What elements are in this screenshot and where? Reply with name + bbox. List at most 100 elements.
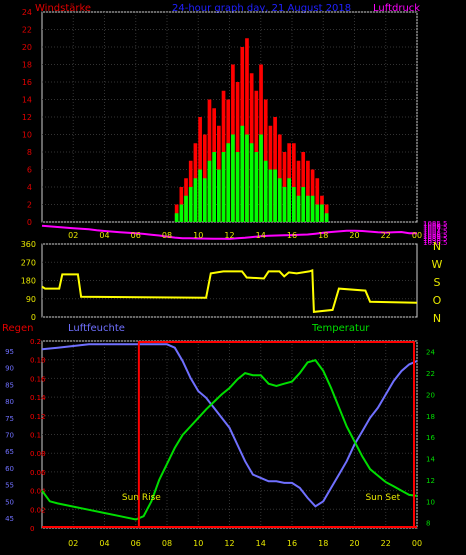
temperature-axis-title: Temperatur xyxy=(311,323,370,334)
humidity-tick-label: 55 xyxy=(5,482,14,490)
direction-tick-label: 360 xyxy=(21,240,36,249)
temperature-tick-label: 18 xyxy=(426,413,435,421)
gust-bar xyxy=(315,178,320,222)
humidity-tick-label: 65 xyxy=(5,448,14,456)
wind-bar xyxy=(320,204,324,222)
wind-bar xyxy=(301,187,306,222)
rain-tick-label: 0.1 xyxy=(30,432,41,440)
wind-tick-label: 24 xyxy=(22,8,32,17)
wind-bar xyxy=(235,152,240,222)
rain-tick-label: 0.08 xyxy=(30,450,46,458)
rain-tick-label: 0.2 xyxy=(30,338,41,346)
x-tick-label: 04 xyxy=(99,231,109,240)
wind-tick-label: 6 xyxy=(27,166,32,175)
pressure-line xyxy=(41,224,418,240)
wind-bar xyxy=(174,213,179,222)
compass-label: O xyxy=(433,294,442,307)
x-tick-label: 18 xyxy=(318,231,328,240)
wind-bar xyxy=(277,178,282,222)
wind-bar xyxy=(221,152,226,222)
gust-bar xyxy=(245,38,249,222)
temperature-axis-ticks: 8 10 12 14 16 18 20 22 24 xyxy=(426,349,435,528)
x-tick-label: 08 xyxy=(162,539,172,548)
wind-bar xyxy=(263,160,268,222)
pressure-axis-ticks: 1085.510861086.510871087.510881088.51089… xyxy=(423,220,448,247)
x-tick-label: 18 xyxy=(318,539,328,548)
temperature-tick-label: 14 xyxy=(426,456,435,464)
temperature-tick-label: 12 xyxy=(426,477,435,485)
wind-bar xyxy=(184,195,188,222)
x-tick-label: 22 xyxy=(381,539,391,548)
wind-bar xyxy=(268,169,273,222)
pressure-axis-title: Luftdruck xyxy=(373,3,420,14)
wind-bar xyxy=(273,169,277,222)
pressure-tick-label: 1086 xyxy=(423,222,441,230)
wind-tick-label: 20 xyxy=(22,43,32,52)
direction-tick-label: 0 xyxy=(31,313,36,322)
wind-tick-label: 0 xyxy=(27,218,32,227)
wind-bar xyxy=(254,152,259,222)
rain-axis-ticks: 0 0.02 0.04 0.06 0.08 0.1 0.12 0.14 0.16 0.18 0.2 xyxy=(30,338,46,533)
x-tick-label: 16 xyxy=(287,539,297,548)
humidity-line xyxy=(41,343,418,508)
wind-bar xyxy=(179,204,184,222)
temperature-tick-label: 20 xyxy=(426,391,435,399)
wind-bar xyxy=(188,187,193,222)
compass-label: N xyxy=(433,240,441,253)
wind-bar xyxy=(310,195,315,222)
humidity-axis-ticks: 45 50 55 60 65 70 75 80 85 90 95 xyxy=(5,348,14,523)
pressure-tick-label: 1030 xyxy=(423,237,441,245)
humidity-tick-label: 90 xyxy=(5,365,14,373)
pressure-tick-label: 1085.5 xyxy=(423,220,448,228)
wind-tick-label: 16 xyxy=(22,78,32,87)
pressure-tick-label: 1088 xyxy=(423,229,441,237)
gust-bar xyxy=(292,143,296,222)
wind-bar xyxy=(212,152,216,222)
humidity-tick-label: 70 xyxy=(5,432,14,440)
x-tick-label: 00 xyxy=(412,231,422,240)
temperature-tick-label: 16 xyxy=(426,434,435,442)
wind-bar xyxy=(306,195,310,222)
chart-title: 24-hour graph day, 21 August 2018 xyxy=(172,3,351,14)
x-tick-label: 10 xyxy=(193,539,203,548)
wind-tick-label: 18 xyxy=(22,61,32,70)
x-tick-label: 14 xyxy=(256,231,266,240)
humidity-tick-label: 80 xyxy=(5,398,14,406)
direction-panel-grid xyxy=(42,243,417,318)
climate-panel-x-labels: 02 04 06 08 10 12 14 16 18 20 22 00 xyxy=(68,539,422,548)
wind-bar xyxy=(231,134,235,222)
humidity-tick-label: 75 xyxy=(5,415,14,423)
rain-tick-label: 0.12 xyxy=(30,413,46,421)
x-tick-label: 12 xyxy=(224,231,234,240)
wind-bar xyxy=(226,143,231,222)
wind-direction-line xyxy=(41,269,418,314)
pressure-tick-label: 1087.5 xyxy=(423,227,448,235)
wind-tick-label: 2 xyxy=(27,201,32,210)
rain-tick-label: 0 xyxy=(30,525,34,533)
wind-bar xyxy=(249,143,254,222)
rain-axis-title: Regen xyxy=(2,323,34,334)
x-tick-label: 20 xyxy=(349,539,359,548)
wind-axis-title: Windstärke xyxy=(35,3,91,14)
wind-bar xyxy=(207,160,212,222)
humidity-tick-label: 60 xyxy=(5,465,14,473)
sunrise-label: Sun Rise xyxy=(122,493,161,503)
pressure-tick-label: 1089.5 xyxy=(423,235,448,243)
wind-tick-label: 4 xyxy=(27,183,32,192)
compass-label: S xyxy=(434,276,441,289)
rain-tick-label: 0.02 xyxy=(30,506,46,514)
x-tick-label: 06 xyxy=(131,539,141,548)
humidity-tick-label: 50 xyxy=(5,498,14,506)
wind-bar xyxy=(315,204,320,222)
wind-bar xyxy=(245,134,249,222)
wind-tick-label: 8 xyxy=(27,148,32,157)
wind-bar xyxy=(217,169,221,222)
rain-tick-label: 0.14 xyxy=(30,394,46,402)
humidity-tick-label: 45 xyxy=(5,515,14,523)
humidity-tick-label: 95 xyxy=(5,348,14,356)
rain-tick-label: 0.04 xyxy=(30,488,46,496)
x-tick-label: 20 xyxy=(349,231,359,240)
